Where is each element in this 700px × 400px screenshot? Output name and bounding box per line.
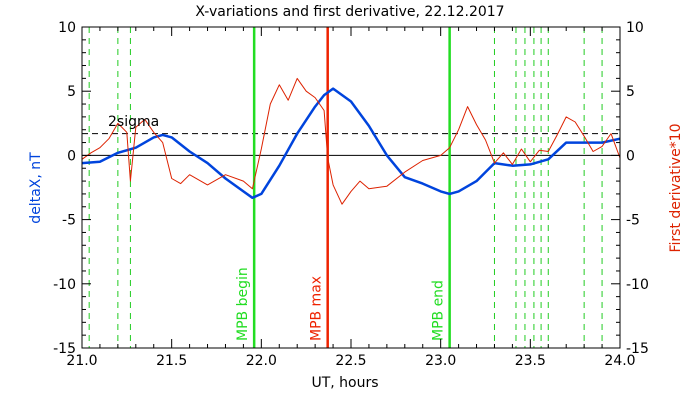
mpb-lines: MPB begin MPB max MPB end bbox=[235, 27, 451, 348]
y-axis-label-right: First derivative*10 bbox=[668, 123, 684, 252]
y-axis-label-left: deltaX, nT bbox=[28, 152, 44, 224]
y-tick-label-right: 5 bbox=[626, 84, 635, 100]
x-tick-label: 23.5 bbox=[515, 353, 546, 369]
derivative-line bbox=[81, 77, 621, 205]
deltax-line bbox=[81, 87, 621, 200]
series-lines bbox=[81, 77, 621, 205]
y-tick-label-left: -5 bbox=[62, 213, 76, 229]
y-tick-label-right: 0 bbox=[626, 148, 635, 164]
y-tick-label-right: -10 bbox=[626, 277, 649, 293]
x-axis-label: UT, hours bbox=[311, 375, 378, 391]
axes: 21.0 21.5 22.0 22.5 23.0 23.5 24.0 10 10 5 5 0 0 -5 -5… bbox=[53, 20, 649, 369]
mpb-label: MPB end bbox=[431, 280, 447, 341]
y-tick-label-left: 0 bbox=[67, 148, 76, 164]
mpb-label: MPB begin bbox=[235, 267, 251, 341]
y-tick-label-left: 5 bbox=[67, 84, 76, 100]
y-tick-label-left: -10 bbox=[53, 277, 76, 293]
plot-frame bbox=[81, 26, 621, 349]
y-tick-label-right: -15 bbox=[626, 341, 649, 357]
x-tick-label: 24.0 bbox=[604, 353, 635, 369]
x-tick-label: 22.0 bbox=[246, 353, 277, 369]
x-tick-label: 23.0 bbox=[425, 353, 456, 369]
marker-lines bbox=[88, 27, 603, 348]
y-tick-label-right: 10 bbox=[626, 20, 644, 36]
chart-title: X-variations and first derivative, 22.12… bbox=[195, 4, 504, 20]
plot-area bbox=[82, 133, 620, 156]
x-tick-label: 21.5 bbox=[156, 353, 187, 369]
mpb-label: MPB max bbox=[309, 276, 325, 341]
threshold-label: 2sigma bbox=[108, 114, 159, 130]
x-tick-label: 21.0 bbox=[66, 353, 97, 369]
x-tick-label: 22.5 bbox=[335, 353, 366, 369]
y-tick-label-left: -15 bbox=[53, 341, 76, 357]
y-tick-label-left: 10 bbox=[58, 20, 76, 36]
y-tick-label-right: -5 bbox=[626, 213, 640, 229]
